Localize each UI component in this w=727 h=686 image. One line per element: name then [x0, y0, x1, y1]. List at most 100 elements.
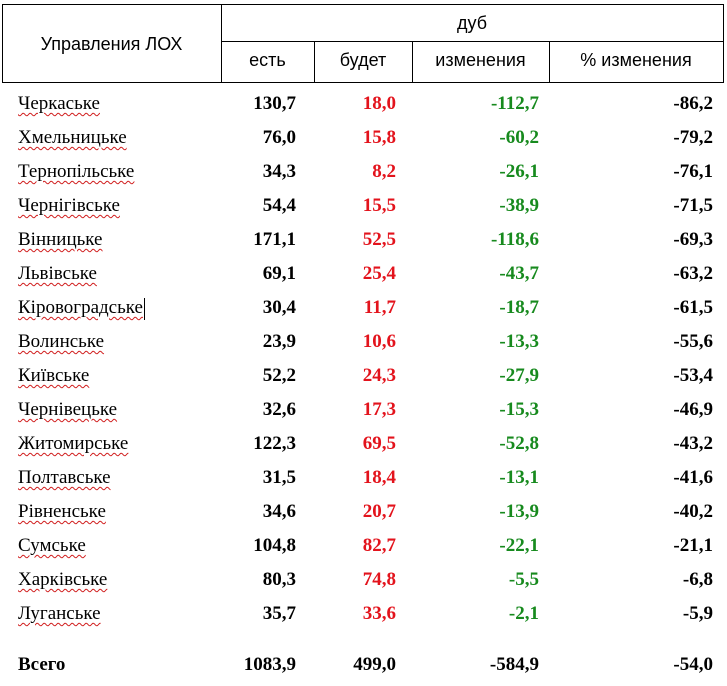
- cell-bud: 69,5: [362, 433, 396, 454]
- cell-est: 80,3: [262, 569, 296, 590]
- row-name: Чернівецьке: [18, 399, 118, 420]
- cell-bud: 74,8: [362, 569, 396, 590]
- row-name: Житомирське: [18, 433, 129, 454]
- table-row: Хмельницьке 76,0 15,8 -60,2 -79,2: [0, 121, 727, 155]
- cell-bud: 52,5: [362, 229, 396, 250]
- table-row: Луганське 35,7 33,6 -2,1 -5,9: [0, 597, 727, 631]
- cell-izm: -2,1: [508, 603, 539, 624]
- table-row: Харківське 80,3 74,8 -5,5 -6,8: [0, 563, 727, 597]
- header-divider-est: [314, 41, 315, 83]
- header-group: дуб: [456, 13, 487, 33]
- row-name: Сумське: [18, 535, 86, 556]
- row-name: Тернопільське: [18, 161, 135, 182]
- table-row: Київське 52,2 24,3 -27,9 -53,4: [0, 359, 727, 393]
- cell-bud: 18,4: [362, 467, 396, 488]
- table-row: Львівське 69,1 25,4 -43,7 -63,2: [0, 257, 727, 291]
- header-top-border: [2, 4, 724, 5]
- cell-est: 23,9: [262, 331, 296, 352]
- cell-est: 69,1: [262, 263, 296, 284]
- cell-pct: -61,5: [673, 297, 713, 318]
- cell-pct: -79,2: [673, 127, 713, 148]
- cell-pct: -71,5: [673, 195, 713, 216]
- row-name-text: Кіровоградське: [18, 297, 143, 318]
- cell-bud: 82,7: [362, 535, 396, 556]
- row-name: Луганське: [18, 603, 101, 624]
- total-est: 1083,9: [243, 654, 296, 675]
- table-row: Житомирське 122,3 69,5 -52,8 -43,2: [0, 427, 727, 461]
- cell-est: 30,4: [262, 297, 296, 318]
- header-group-divider: [221, 41, 724, 42]
- total-label: Всего: [18, 654, 66, 675]
- cell-pct: -55,6: [673, 331, 713, 352]
- cell-pct: -53,4: [673, 365, 713, 386]
- row-name: Вінницьке: [18, 229, 103, 250]
- cell-est: 130,7: [253, 93, 296, 114]
- cell-izm: -13,3: [499, 331, 539, 352]
- cell-pct: -41,6: [673, 467, 713, 488]
- cell-izm: -22,1: [499, 535, 539, 556]
- row-name: Чернігівське: [18, 195, 120, 216]
- cell-pct: -6,8: [682, 569, 713, 590]
- cell-bud: 10,6: [362, 331, 396, 352]
- cell-est: 31,5: [262, 467, 296, 488]
- header-izm: изменения: [435, 50, 526, 70]
- cell-est: 52,2: [262, 365, 296, 386]
- row-name: Полтавське: [18, 467, 111, 488]
- cell-bud: 15,8: [362, 127, 396, 148]
- cell-pct: -5,9: [682, 603, 713, 624]
- table-row: Волинське 23,9 10,6 -13,3 -55,6: [0, 325, 727, 359]
- cell-pct: -40,2: [673, 501, 713, 522]
- cell-izm: -38,9: [499, 195, 539, 216]
- cell-izm: -13,1: [499, 467, 539, 488]
- cell-bud: 20,7: [362, 501, 396, 522]
- cell-izm: -60,2: [499, 127, 539, 148]
- cell-izm: -26,1: [499, 161, 539, 182]
- row-name: Хмельницьке: [18, 127, 127, 148]
- cell-pct: -86,2: [673, 93, 713, 114]
- cell-est: 104,8: [253, 535, 296, 556]
- cell-pct: -21,1: [673, 535, 713, 556]
- total-bud: 499,0: [353, 654, 396, 675]
- cell-est: 122,3: [253, 433, 296, 454]
- cell-izm: -15,3: [499, 399, 539, 420]
- cell-est: 54,4: [262, 195, 296, 216]
- cell-izm: -118,6: [490, 229, 539, 250]
- cell-bud: 33,6: [362, 603, 396, 624]
- cell-est: 34,6: [262, 501, 296, 522]
- header-divider-bud: [412, 41, 413, 83]
- row-name: Харківське: [18, 569, 108, 590]
- cell-est: 35,7: [262, 603, 296, 624]
- table-row: Тернопільське 34,3 8,2 -26,1 -76,1: [0, 155, 727, 189]
- row-name: Рівненське: [18, 501, 106, 522]
- total-izm: -584,9: [489, 654, 539, 675]
- table-row: Чернігівське 54,4 15,5 -38,9 -71,5: [0, 189, 727, 223]
- table-row: Сумське 104,8 82,7 -22,1 -21,1: [0, 529, 727, 563]
- cell-pct: -43,2: [673, 433, 713, 454]
- table-row: Полтавське 31,5 18,4 -13,1 -41,6: [0, 461, 727, 495]
- table-row: Черкаське 130,7 18,0 -112,7 -86,2: [0, 87, 727, 121]
- row-name: Волинське: [18, 331, 105, 352]
- cell-bud: 24,3: [362, 365, 396, 386]
- header-right-border: [723, 4, 724, 83]
- cell-pct: -69,3: [673, 229, 713, 250]
- cell-izm: -52,8: [499, 433, 539, 454]
- total-pct: -54,0: [673, 654, 713, 675]
- cell-bud: 25,4: [362, 263, 396, 284]
- cell-est: 76,0: [262, 127, 296, 148]
- table-row: Рівненське 34,6 20,7 -13,9 -40,2: [0, 495, 727, 529]
- cell-bud: 17,3: [362, 399, 396, 420]
- row-name-editable[interactable]: Кіровоградське: [18, 291, 145, 325]
- cell-bud: 15,5: [362, 195, 396, 216]
- header-bud: будет: [339, 50, 387, 70]
- cell-izm: -43,7: [499, 263, 539, 284]
- row-name: Львівське: [18, 263, 97, 284]
- header-divider-izm: [549, 41, 550, 83]
- cell-bud: 18,0: [362, 93, 396, 114]
- cell-est: 171,1: [253, 229, 296, 250]
- cell-pct: -63,2: [673, 263, 713, 284]
- row-name: Черкаське: [18, 93, 100, 114]
- header-est: есть: [249, 50, 286, 70]
- cell-izm: -5,5: [508, 569, 539, 590]
- header-divider-name: [221, 4, 222, 83]
